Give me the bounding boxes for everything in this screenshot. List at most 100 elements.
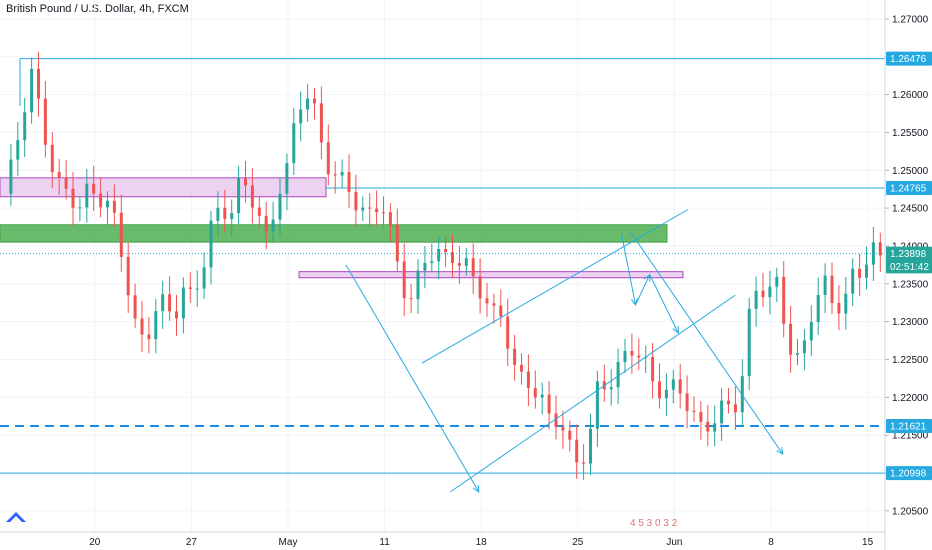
candle-body [637, 355, 641, 358]
channel-line [450, 294, 736, 493]
arrowhead [672, 325, 679, 335]
x-tick-label: 25 [572, 537, 584, 548]
candle-body [878, 242, 882, 256]
levels [0, 58, 885, 474]
candle-body [43, 98, 47, 145]
candle-body [492, 303, 496, 306]
candle-body [237, 178, 241, 214]
price-tag [886, 418, 932, 433]
candle-body [499, 305, 503, 317]
watermark: 4 5 3 0 3 2 [630, 518, 678, 529]
candle-body [271, 219, 275, 232]
candle-body [16, 140, 20, 160]
candle-body [526, 371, 530, 388]
candle-body [423, 263, 427, 271]
candle-body [382, 212, 385, 214]
candle-body [713, 423, 717, 432]
candle-body [416, 270, 420, 300]
candle-body [50, 144, 54, 172]
y-tick-label: 1.27000 [892, 14, 929, 25]
candle-body [133, 295, 137, 319]
price-tag-label: 1.20998 [890, 469, 927, 480]
projection-line [635, 274, 651, 306]
candle-body [244, 178, 247, 186]
candle-body [685, 393, 689, 411]
candle-body [71, 188, 75, 208]
y-tick-label: 1.23500 [892, 279, 929, 290]
candle-body [9, 159, 13, 194]
price-tag [886, 51, 932, 66]
candle-body [99, 193, 103, 208]
x-tick-label: 20 [89, 537, 101, 548]
candle-body [540, 394, 544, 398]
candle-body [216, 207, 220, 221]
candle-body [375, 208, 379, 213]
candle-body [823, 275, 827, 295]
candle-body [796, 353, 799, 355]
candle-body [692, 410, 696, 413]
candle-body [230, 213, 234, 219]
arrowhead [472, 484, 480, 493]
candle-body [30, 68, 34, 113]
candle-body [354, 191, 358, 211]
candle-body [112, 200, 116, 213]
candle-body [547, 394, 551, 414]
x-tick-label: 11 [379, 537, 390, 548]
candle-body [485, 298, 489, 304]
price-tag-label: 1.23898 [890, 249, 927, 260]
candle-body [865, 264, 868, 278]
candle-body [209, 220, 213, 268]
y-tick-label: 1.23000 [892, 317, 929, 328]
x-tick-label: May [279, 537, 298, 548]
extras: 4 5 3 0 3 2 [6, 512, 678, 529]
y-tick-label: 1.25500 [892, 128, 929, 139]
drawings [345, 209, 784, 493]
x-tick-label: 8 [768, 537, 774, 548]
price-tag [886, 466, 932, 481]
candle-body [23, 112, 27, 141]
candle-body [851, 268, 855, 294]
candle-body [809, 322, 813, 341]
y-tick-label: 1.22500 [892, 355, 929, 366]
candle-body [457, 263, 461, 266]
candle-body [188, 287, 192, 290]
candle-body [513, 348, 517, 365]
candle-body [361, 207, 365, 211]
zone [0, 224, 668, 243]
candle-body [478, 276, 482, 299]
candle-body [395, 224, 399, 262]
candle-body [181, 287, 185, 319]
candle-body [223, 207, 227, 219]
candle-body [575, 439, 579, 463]
candle-body [471, 258, 475, 277]
candle-body [306, 98, 310, 110]
candle-body [106, 200, 109, 208]
candle-body [782, 276, 786, 324]
candle-body [658, 381, 661, 399]
candle-body [595, 381, 599, 429]
candle-body [678, 379, 682, 394]
y-tick-label: 1.25000 [892, 166, 929, 177]
projection-line [630, 232, 784, 455]
candle-body [520, 364, 523, 372]
channel-line [421, 209, 689, 364]
candle-body [664, 389, 668, 399]
candle-body [437, 249, 441, 262]
candle-body [430, 261, 434, 264]
zone [0, 177, 327, 198]
candle-body [699, 412, 703, 422]
candle-body [340, 172, 344, 176]
candle-body [333, 174, 337, 176]
candle-body [616, 362, 620, 388]
candle-body [623, 350, 627, 363]
candle-body [727, 400, 730, 405]
price-tag-label: 1.24765 [890, 184, 927, 195]
candle-body [568, 430, 572, 440]
candle-body [57, 171, 61, 178]
candle-body [161, 294, 165, 312]
price-tag [886, 259, 932, 274]
candle-body [292, 123, 296, 164]
price-tags: 1.26476 1.24765 1.23898 02:51:42 1.21621 1.20… [886, 51, 932, 481]
candle-body [313, 98, 316, 104]
